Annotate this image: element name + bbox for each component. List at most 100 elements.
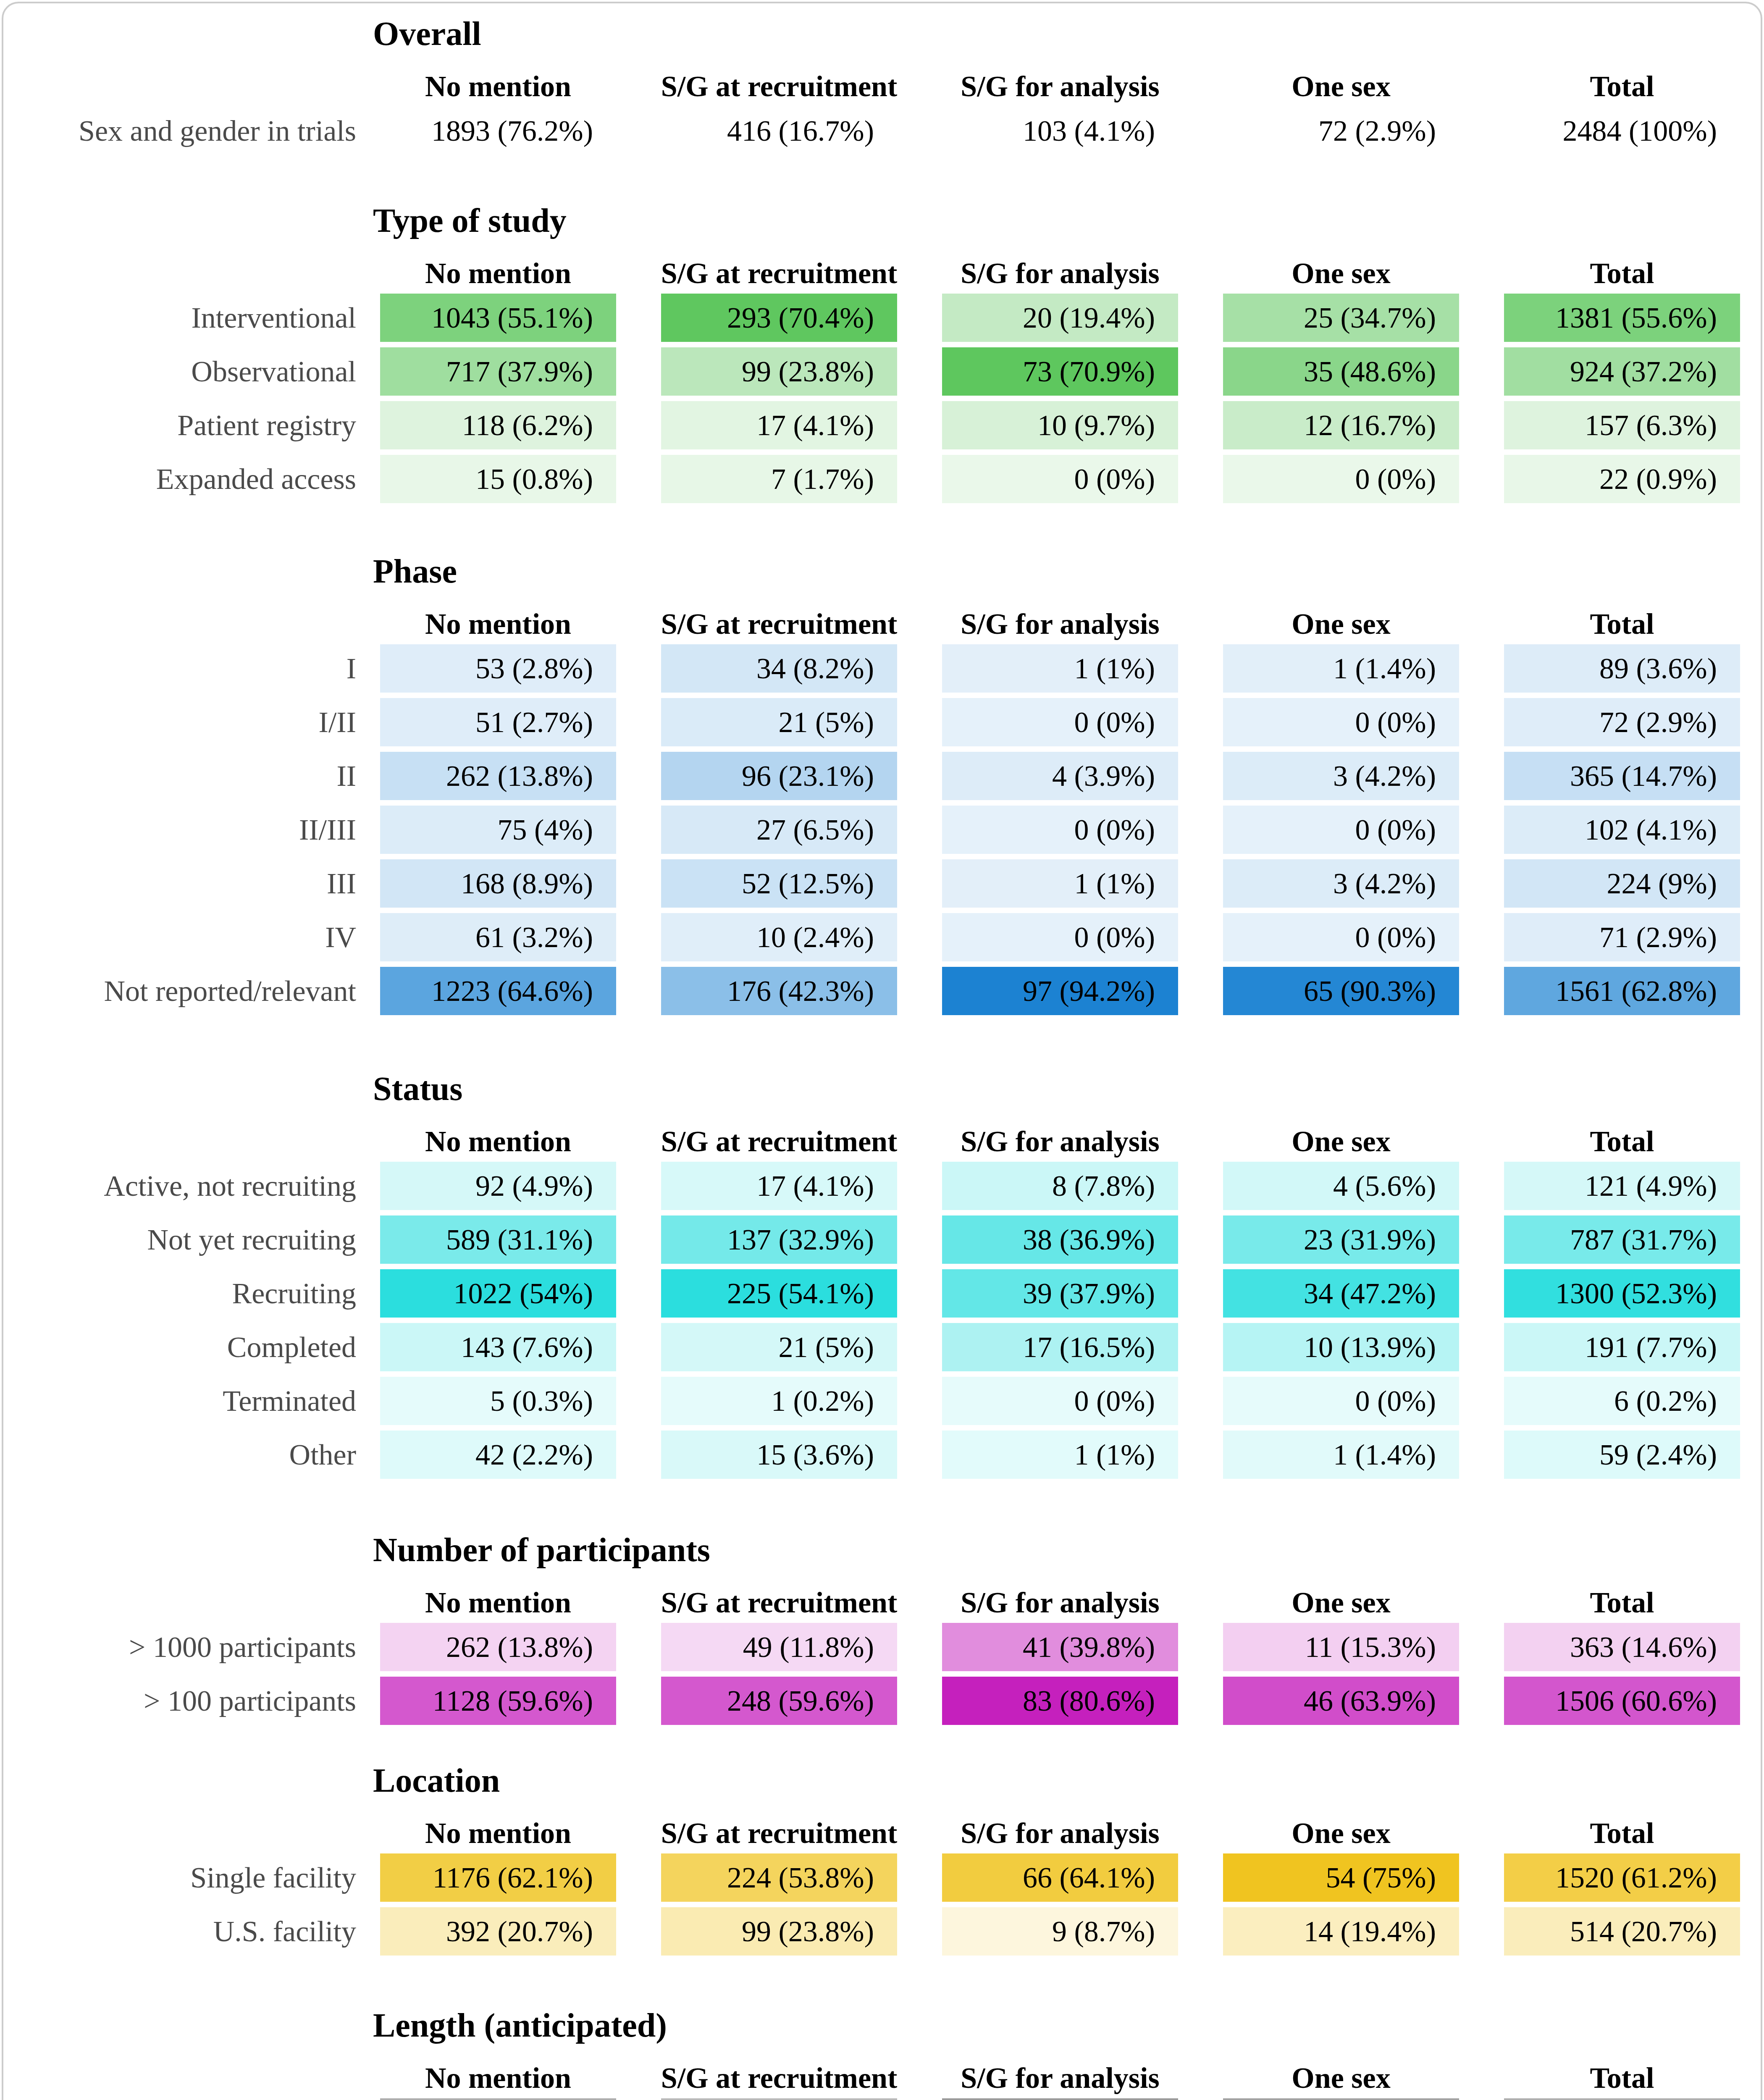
value-cell: 1043 (55.1%) <box>380 294 616 342</box>
row-label: Recruiting <box>3 1269 356 1318</box>
value-cell: 52 (12.5%) <box>661 859 897 908</box>
value-cell: 3 (4.2%) <box>1223 752 1459 800</box>
row-label: Observational <box>3 347 356 396</box>
column-header: S/G for analysis <box>961 257 1159 290</box>
row-label: Not reported/relevant <box>3 967 356 1015</box>
value-cell: 121 (4.9%) <box>1504 1162 1740 1210</box>
column-header: S/G for analysis <box>961 70 1159 103</box>
column-header: S/G at recruitment <box>661 1586 897 1620</box>
value-cell: 14 (19.4%) <box>1223 1907 1459 1956</box>
row-label: Expanded access <box>3 455 356 503</box>
value-cell: 1 (1%) <box>942 859 1178 908</box>
value-cell: 429 days <box>942 2098 1178 2100</box>
row-label: Terminated <box>3 1377 356 1425</box>
row-label: II/III <box>3 806 356 854</box>
value-cell: 1 (1.4%) <box>1223 1431 1459 1479</box>
value-cell: 10 (2.4%) <box>661 913 897 961</box>
value-cell: 293 (70.4%) <box>661 294 897 342</box>
section-title: Length (anticipated) <box>373 2004 667 2046</box>
row-label: I/II <box>3 698 356 746</box>
value-cell: 3 (4.2%) <box>1223 859 1459 908</box>
section: Type of studyNo mentionS/G at recruitmen… <box>3 200 1764 503</box>
row-label: Not yet recruiting <box>3 1215 356 1264</box>
row-label: IV <box>3 913 356 961</box>
row-label: Single facility <box>3 1853 356 1902</box>
row-label: II <box>3 752 356 800</box>
column-header: S/G at recruitment <box>661 1816 897 1850</box>
value-cell: 34 (47.2%) <box>1223 1269 1459 1318</box>
value-cell: 0 (0%) <box>1223 698 1459 746</box>
value-cell: 1128 (59.6%) <box>380 1677 616 1725</box>
column-header: Total <box>1590 1816 1654 1850</box>
value-cell: 34 (8.2%) <box>661 644 897 693</box>
value-cell: 7 (1.7%) <box>661 455 897 503</box>
column-header: No mention <box>425 607 571 641</box>
column-header: No mention <box>425 257 571 290</box>
value-cell: 4 (3.9%) <box>942 752 1178 800</box>
value-cell: 39 (37.9%) <box>942 1269 1178 1318</box>
column-header: No mention <box>425 1586 571 1620</box>
value-cell: 224 (53.8%) <box>661 1853 897 1902</box>
value-cell: 12 (16.7%) <box>1223 401 1459 449</box>
column-header: S/G for analysis <box>961 2061 1159 2095</box>
value-cell: 22 (0.9%) <box>1504 455 1740 503</box>
value-cell: 10 (9.7%) <box>942 401 1178 449</box>
value-cell: 225 (54.1%) <box>661 1269 897 1318</box>
value-cell: 118 (6.2%) <box>380 401 616 449</box>
value-cell: 1 (1.4%) <box>1223 644 1459 693</box>
value-cell: 0 (0%) <box>1223 1377 1459 1425</box>
value-cell: 1022 (54%) <box>380 1269 616 1318</box>
row-label: > 100 participants <box>3 1677 356 1725</box>
value-cell: 59 (2.4%) <box>1504 1431 1740 1479</box>
value-cell: 54 (75%) <box>1223 1853 1459 1902</box>
value-cell: 92 (4.9%) <box>380 1162 616 1210</box>
value-cell: 717 (37.9%) <box>380 347 616 396</box>
value-cell: 365 (14.7%) <box>1504 752 1740 800</box>
value-cell: 65 (90.3%) <box>1223 967 1459 1015</box>
value-cell: 72 (2.9%) <box>1223 107 1459 155</box>
column-header: S/G for analysis <box>961 1125 1159 1158</box>
value-cell: 66 (64.1%) <box>942 1853 1178 1902</box>
value-cell: 35 (48.6%) <box>1223 347 1459 396</box>
value-cell: 176 (42.3%) <box>661 967 897 1015</box>
section: StatusNo mentionS/G at recruitmentS/G fo… <box>3 1068 1764 1479</box>
value-cell: 143 (7.6%) <box>380 1323 616 1371</box>
value-cell: 4 (5.6%) <box>1223 1162 1459 1210</box>
section: OverallNo mentionS/G at recruitmentS/G f… <box>3 13 1764 155</box>
value-cell: 0 (0%) <box>1223 455 1459 503</box>
value-cell: 9 (8.7%) <box>942 1907 1178 1956</box>
value-cell: 25 (34.7%) <box>1223 294 1459 342</box>
value-cell: 6 (0.2%) <box>1504 1377 1740 1425</box>
section-title: Number of participants <box>373 1529 710 1571</box>
value-cell: 363 (14.6%) <box>1504 1623 1740 1671</box>
value-cell: 416 (16.7%) <box>661 107 897 155</box>
column-header: One sex <box>1292 1816 1390 1850</box>
value-cell: 1300 (52.3%) <box>1504 1269 1740 1318</box>
value-cell: 191 (7.7%) <box>1504 1323 1740 1371</box>
value-cell: 8 (7.8%) <box>942 1162 1178 1210</box>
column-header: S/G at recruitment <box>661 607 897 641</box>
row-label: Other <box>3 1431 356 1479</box>
value-cell: 323 days <box>661 2098 897 2100</box>
value-cell: 21 (5%) <box>661 698 897 746</box>
value-cell: 1520 (61.2%) <box>1504 1853 1740 1902</box>
value-cell: 1 (1%) <box>942 1431 1178 1479</box>
figure-card: OverallNo mentionS/G at recruitmentS/G f… <box>2 2 1762 2100</box>
value-cell: 0 (0%) <box>942 806 1178 854</box>
column-header: One sex <box>1292 70 1390 103</box>
value-cell: 17 (16.5%) <box>942 1323 1178 1371</box>
value-cell: 0 (0%) <box>942 698 1178 746</box>
value-cell: 99 (23.8%) <box>661 347 897 396</box>
row-label: Interventional <box>3 294 356 342</box>
row-label: I <box>3 644 356 693</box>
column-header: One sex <box>1292 1125 1390 1158</box>
value-cell: 0 (0%) <box>942 455 1178 503</box>
value-cell: 75 (4%) <box>380 806 616 854</box>
value-cell: 71 (2.9%) <box>1504 913 1740 961</box>
section-title: Phase <box>373 550 457 592</box>
value-cell: 403 days <box>1223 2098 1459 2100</box>
column-header: No mention <box>425 1816 571 1850</box>
value-cell: 11 (15.3%) <box>1223 1623 1459 1671</box>
value-cell: 0 (0%) <box>1223 913 1459 961</box>
row-label: Patient registry <box>3 401 356 449</box>
